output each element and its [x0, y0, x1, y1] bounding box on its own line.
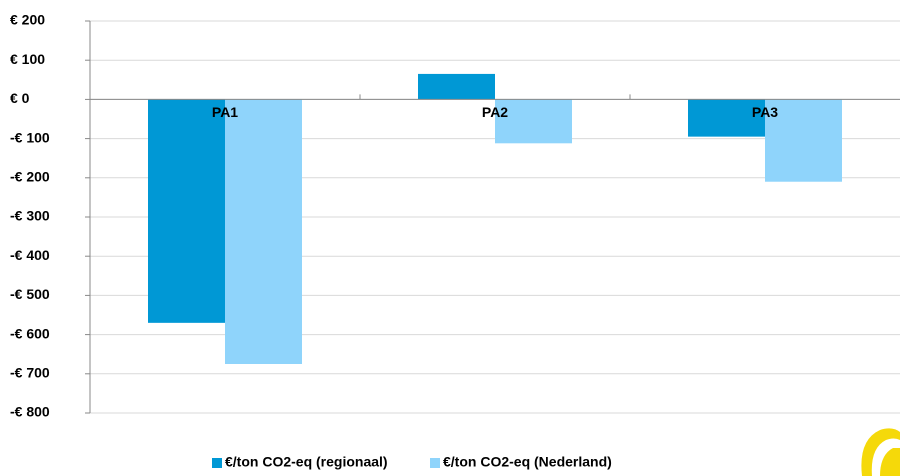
y-tick-label: -€ 200 — [10, 169, 50, 185]
y-tick-label: -€ 500 — [10, 286, 50, 302]
y-tick-label: € 100 — [10, 51, 45, 67]
legend-label: €/ton CO2-eq (Nederland) — [443, 454, 612, 470]
bar — [688, 99, 765, 137]
y-tick-label: -€ 800 — [10, 404, 50, 420]
y-tick-label: -€ 600 — [10, 325, 50, 341]
bar — [225, 99, 302, 365]
y-tick-label: -€ 700 — [10, 365, 50, 381]
logo — [861, 428, 900, 476]
legend-swatch — [212, 458, 222, 468]
bar — [418, 73, 495, 100]
y-tick-label: -€ 400 — [10, 247, 50, 263]
x-tick-label: PA2 — [482, 104, 508, 120]
y-tick-label: -€ 100 — [10, 129, 50, 145]
bar — [765, 99, 842, 182]
bar — [148, 99, 225, 323]
y-tick-label: -€ 300 — [10, 208, 50, 224]
x-tick-label: PA3 — [752, 104, 778, 120]
legend-label: €/ton CO2-eq (regionaal) — [225, 454, 388, 470]
y-tick-label: € 0 — [10, 90, 30, 106]
x-tick-label: PA1 — [212, 104, 238, 120]
y-tick-label: € 200 — [10, 12, 45, 28]
bar — [495, 99, 572, 144]
legend-swatch — [430, 458, 440, 468]
